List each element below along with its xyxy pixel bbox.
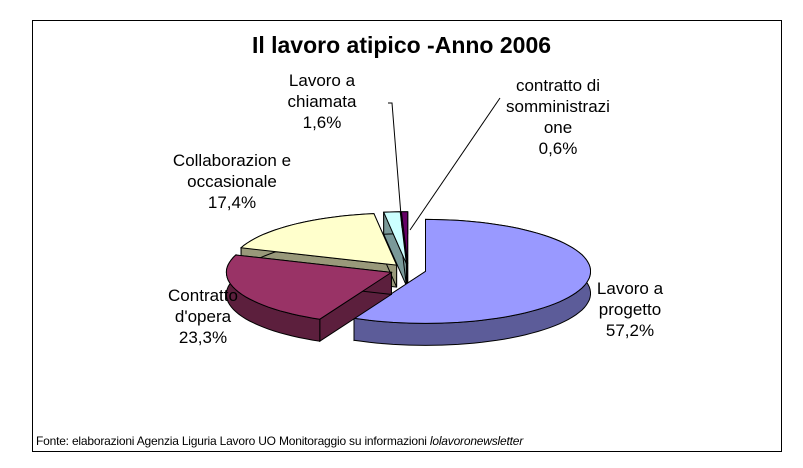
source-italic: lolavoronewsletter [429,434,524,448]
source-note: Fonte: elaborazioni Agenzia Liguria Lavo… [36,434,523,448]
slice-label: Lavoro a chiamata 1,6% [277,70,367,133]
source-text: Fonte: elaborazioni Agenzia Liguria Lavo… [36,434,430,448]
slice-value: 23,3% [178,328,228,347]
slice-label: Collaborazion e occasionale 17,4% [152,150,312,213]
slice-name: contratto di somministrazi one [506,76,610,137]
slice-name: Collaborazion e occasionale [172,151,292,191]
slice-value: 1,6% [302,113,342,132]
slice-top [225,254,393,320]
slice-name: Contratto d'opera [168,286,238,326]
slice-label: Lavoro a progetto 57,2% [580,278,680,341]
slice-value: 17,4% [207,193,257,212]
slice-name: Lavoro a progetto [596,279,664,319]
slice-value: 0,6% [538,139,578,158]
slice-top [352,218,591,324]
slice-top [239,213,398,266]
slice [382,211,407,286]
slice-label: Contratto d'opera 23,3% [153,285,253,348]
slice-top [400,211,409,264]
slice-value: 57,2% [605,321,655,340]
leader-line [388,102,403,229]
slice-label: contratto di somministrazi one 0,6% [493,75,623,159]
slice [225,253,393,343]
leader-line [409,97,501,231]
chart-frame [32,20,782,452]
slice-name: Lavoro a chiamata [287,71,357,111]
chart-title: Il lavoro atipico -Anno 2006 [251,32,552,58]
